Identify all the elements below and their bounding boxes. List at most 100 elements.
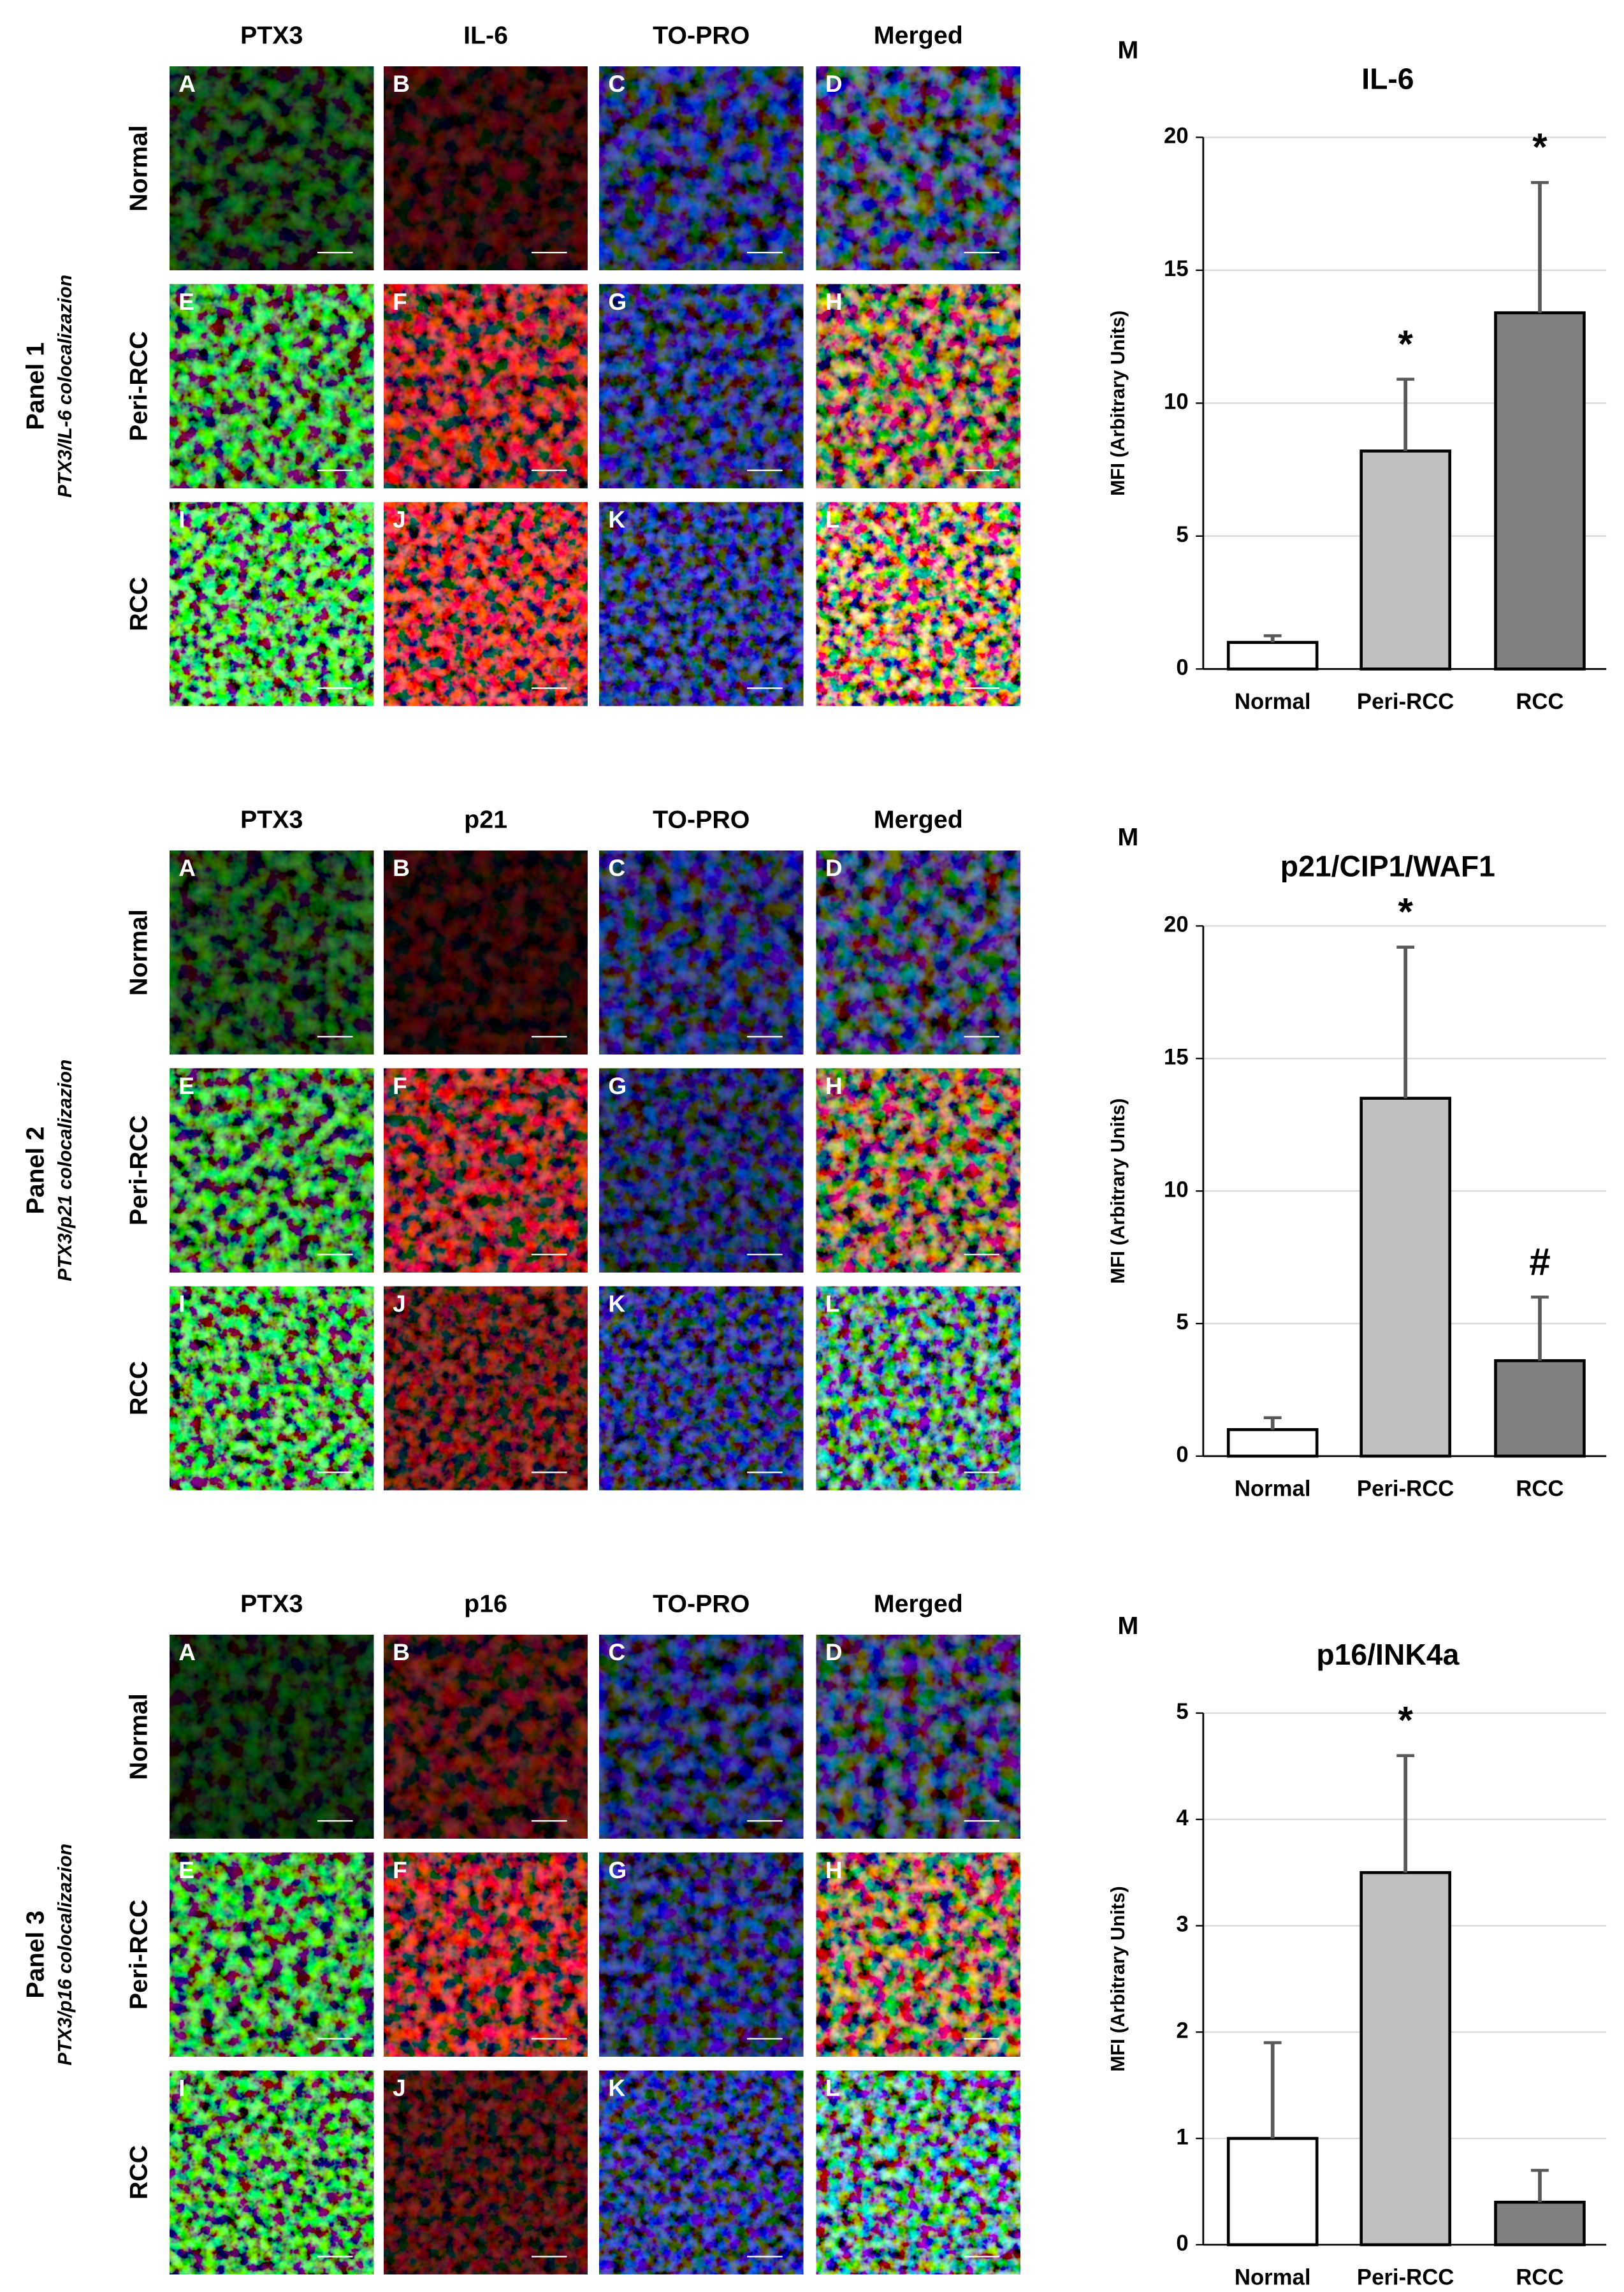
panel-subtitle: PTX3/IL-6 colocalizazion (55, 275, 76, 498)
micrograph (384, 2070, 588, 2275)
panel-title: Panel 1 (21, 342, 49, 430)
row-label: Peri-RCC (124, 331, 152, 441)
y-tick-label: 0 (1176, 655, 1188, 680)
x-tick-label: Normal (1235, 690, 1311, 714)
micrograph (384, 66, 588, 270)
panel-label: M (1117, 823, 1138, 851)
image-letter: I (178, 2074, 185, 2101)
column-header: TO-PRO (653, 1589, 750, 1617)
bar (1226, 641, 1319, 671)
micrograph (170, 1635, 374, 1839)
column-header: Merged (874, 805, 963, 833)
image-letter: I (178, 506, 185, 532)
image-letter: K (608, 506, 625, 532)
y-tick-label: 5 (1176, 1310, 1188, 1334)
image-letter: I (178, 1290, 185, 1317)
micrograph (599, 1068, 804, 1273)
micrograph (170, 284, 374, 488)
micrograph (384, 502, 588, 706)
panel-subtitle: PTX3/p16 colocalizazion (55, 1844, 76, 2066)
image-letter: H (825, 288, 843, 315)
panel-label: M (1117, 36, 1138, 64)
y-tick-label: 4 (1176, 1806, 1189, 1830)
x-tick-label: Peri-RCC (1357, 2265, 1454, 2289)
y-axis-label: MFI (Arbitrary Units) (1108, 1099, 1129, 1284)
row-label: Normal (124, 125, 152, 212)
bar (1359, 1097, 1451, 1458)
bar (1494, 1359, 1586, 1458)
image-letter: B (393, 854, 410, 881)
micrograph (599, 1286, 804, 1491)
micrograph (170, 1852, 374, 2057)
image-letter: K (608, 2074, 625, 2101)
image-letter: B (393, 70, 410, 97)
y-tick-label: 3 (1176, 1913, 1188, 1937)
image-letter: G (608, 288, 627, 315)
row-label: Normal (124, 1693, 152, 1780)
image-letter: J (393, 2074, 406, 2101)
column-header: Merged (874, 21, 963, 49)
row-label: Peri-RCC (124, 1899, 152, 2010)
column-header: IL-6 (463, 21, 508, 49)
micrograph (384, 1068, 588, 1273)
row-label: RCC (124, 2145, 152, 2200)
micrograph (816, 2070, 1020, 2275)
column-header: TO-PRO (653, 805, 750, 833)
significance-marker: * (1398, 1698, 1413, 1742)
panel-subtitle: PTX3/p21 colocalizazion (55, 1060, 76, 1281)
significance-marker: * (1398, 322, 1413, 365)
image-letter: D (825, 70, 843, 97)
image-letter: E (178, 1857, 194, 1883)
micrograph (816, 1635, 1020, 1839)
column-header: PTX3 (240, 805, 303, 833)
micrograph (599, 1852, 804, 2057)
x-tick-label: Normal (1235, 1477, 1311, 1501)
micrograph (599, 66, 804, 270)
chart-title: IL-6 (1361, 62, 1414, 96)
bar (1359, 1871, 1451, 2247)
micrograph (816, 1852, 1020, 2057)
image-letter: A (178, 854, 196, 881)
y-axis-label: MFI (Arbitrary Units) (1108, 1886, 1129, 2071)
panel-title: Panel 2 (21, 1127, 49, 1215)
column-header: PTX3 (240, 1589, 303, 1617)
image-letter: J (393, 1290, 406, 1317)
row-label: RCC (124, 577, 152, 631)
micrograph (599, 850, 804, 1055)
image-letter: G (608, 1072, 627, 1099)
column-header: Merged (874, 1589, 963, 1617)
x-tick-label: RCC (1516, 690, 1563, 714)
significance-marker: * (1398, 890, 1413, 933)
image-letter: F (393, 1857, 407, 1883)
image-letter: B (393, 1639, 410, 1665)
image-letter: L (825, 2074, 840, 2101)
image-letter: A (178, 70, 196, 97)
y-tick-label: 15 (1164, 257, 1189, 281)
bar (1226, 2136, 1319, 2247)
micrograph (384, 1286, 588, 1491)
image-letter: L (825, 506, 840, 532)
image-letter: J (393, 506, 406, 532)
micrograph (816, 502, 1020, 706)
column-header: TO-PRO (653, 21, 750, 49)
micrograph (384, 1635, 588, 1839)
significance-marker: # (1529, 1239, 1550, 1283)
micrograph (170, 1286, 374, 1491)
micrograph (816, 850, 1020, 1055)
y-tick-label: 20 (1164, 124, 1189, 149)
x-tick-label: Peri-RCC (1357, 690, 1454, 714)
y-tick-label: 5 (1176, 1700, 1188, 1724)
micrograph (599, 284, 804, 488)
micrograph (170, 850, 374, 1055)
row-label: RCC (124, 1361, 152, 1415)
y-tick-label: 0 (1176, 1443, 1188, 1467)
micrograph (599, 502, 804, 706)
image-letter: F (393, 288, 407, 315)
y-tick-label: 2 (1176, 2018, 1188, 2043)
column-header: p21 (464, 805, 507, 833)
x-tick-label: RCC (1516, 1477, 1563, 1501)
image-letter: C (608, 854, 625, 881)
micrograph (384, 284, 588, 488)
image-letter: H (825, 1072, 843, 1099)
